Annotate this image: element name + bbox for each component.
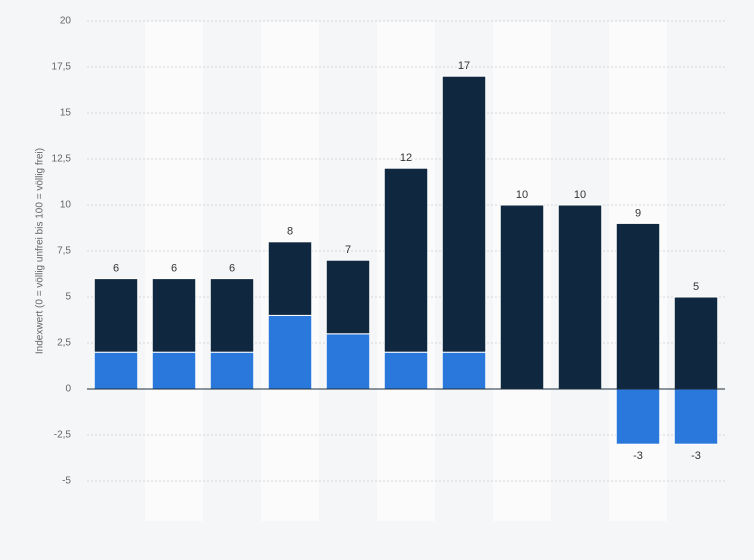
bar-segment: [383, 351, 429, 390]
y-tick-label: 2,5: [57, 338, 71, 349]
bar-segment: [615, 388, 661, 445]
data-label: 9: [635, 207, 641, 219]
bar-segment: [267, 241, 313, 316]
bar-segment: [383, 167, 429, 353]
bar-segment: [673, 296, 719, 390]
y-tick-label: 15: [60, 108, 72, 119]
bar-segment: [209, 278, 255, 353]
data-label: 5: [693, 281, 699, 293]
data-label: 10: [516, 189, 528, 201]
y-tick-label: 7,5: [57, 246, 71, 257]
bar-segment: [151, 351, 197, 390]
bar-segment: [557, 204, 603, 390]
y-tick-label: 12,5: [52, 154, 72, 165]
data-label: 8: [287, 226, 293, 238]
data-label: 6: [171, 263, 177, 275]
bar-segment: [615, 222, 661, 390]
bar-segment: [441, 75, 487, 353]
data-label: -3: [691, 450, 701, 462]
data-label: 10: [574, 189, 586, 201]
y-tick-label: -5: [62, 476, 71, 487]
bar-segment: [93, 351, 139, 390]
y-tick-label: 20: [60, 16, 72, 27]
y-tick-label: 10: [60, 200, 72, 211]
bar-segment: [267, 314, 313, 390]
bar-segment: [441, 351, 487, 390]
bar-segment: [673, 388, 719, 445]
band-shade: [145, 21, 203, 521]
bar-segment: [325, 259, 371, 335]
data-label: 6: [229, 263, 235, 275]
y-tick-label: 5: [65, 292, 71, 303]
data-label: 17: [458, 60, 470, 72]
data-label: 12: [400, 152, 412, 164]
bar-segment: [325, 333, 371, 390]
data-label: -3: [633, 450, 643, 462]
y-tick-label: 0: [65, 384, 71, 395]
bar-segment: [93, 278, 139, 353]
bar-segment: [151, 278, 197, 353]
bar-segment: [209, 351, 255, 390]
y-tick-label: 17,5: [52, 62, 72, 73]
bar-segment: [499, 204, 545, 390]
data-label: 6: [113, 263, 119, 275]
data-label: 7: [345, 244, 351, 256]
y-axis-label: Indexwert (0 = völlig unfrei bis 100 = v…: [35, 148, 46, 354]
y-tick-label: -2,5: [54, 430, 72, 441]
